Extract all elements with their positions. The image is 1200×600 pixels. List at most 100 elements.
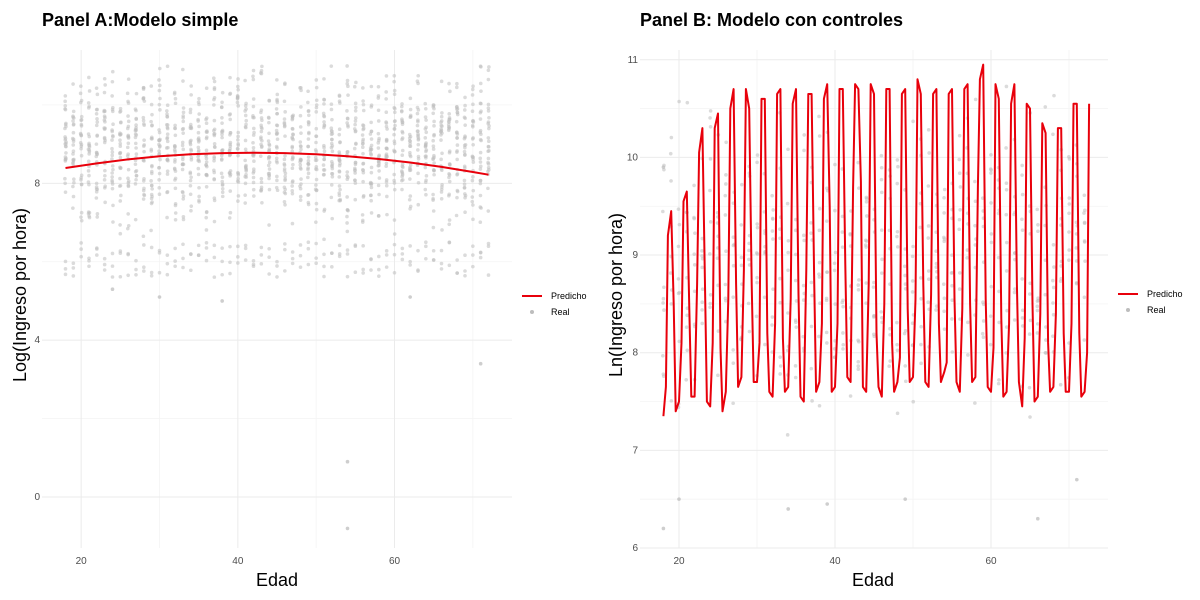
data-point [244, 125, 248, 130]
data-point [416, 248, 420, 253]
data-point [1043, 292, 1048, 297]
data-point [825, 186, 829, 191]
data-point [400, 171, 405, 176]
data-point [463, 95, 467, 100]
data-point [1067, 202, 1072, 206]
data-point [329, 145, 334, 150]
panel-b-x-tick: 60 [985, 556, 997, 567]
data-point [833, 302, 838, 306]
data-point [447, 175, 451, 180]
data-point [416, 154, 421, 159]
data-point [353, 270, 358, 274]
data-point [79, 254, 83, 259]
data-point [180, 140, 185, 145]
data-point [455, 85, 459, 90]
data-point [903, 364, 908, 368]
data-point [290, 145, 295, 150]
data-point [212, 79, 217, 84]
data-point [197, 186, 201, 190]
data-point [1027, 332, 1032, 336]
data-point [126, 152, 130, 156]
data-point [337, 184, 342, 188]
data-point [125, 91, 130, 96]
data-point [102, 135, 107, 140]
data-point [149, 196, 154, 201]
data-point [353, 197, 358, 202]
data-point [478, 178, 483, 183]
data-point [353, 178, 357, 183]
data-point [345, 248, 350, 252]
data-point [330, 171, 334, 176]
data-point [1036, 222, 1040, 227]
data-point [165, 136, 169, 141]
data-point [212, 118, 217, 123]
data-point [267, 131, 271, 136]
data-point [165, 172, 170, 176]
data-point [989, 153, 993, 157]
data-point [212, 97, 216, 102]
data-point [103, 168, 107, 173]
data-point [919, 342, 923, 347]
data-point [243, 165, 248, 170]
data-point [958, 208, 962, 212]
data-point [778, 355, 782, 359]
data-point [314, 98, 319, 103]
data-point [86, 159, 91, 164]
data-point [196, 148, 201, 153]
data-point [676, 207, 681, 211]
data-point [423, 106, 428, 111]
data-point [212, 128, 216, 133]
data-point [307, 131, 311, 136]
data-point [1051, 301, 1055, 305]
data-point [1044, 338, 1048, 342]
data-point [337, 169, 342, 173]
data-point [180, 143, 185, 148]
data-point [463, 193, 468, 198]
data-point [400, 164, 405, 169]
data-point [63, 190, 68, 194]
data-point [895, 245, 900, 249]
data-point [157, 102, 162, 107]
data-point [793, 318, 798, 323]
data-point [165, 169, 170, 173]
data-point [755, 275, 759, 280]
data-point [470, 109, 475, 114]
data-point [236, 244, 240, 249]
outlier-point [110, 287, 115, 291]
data-point [486, 136, 491, 140]
data-point [95, 107, 99, 112]
data-point [486, 145, 491, 149]
data-point [141, 115, 146, 120]
data-point [243, 138, 248, 143]
data-point [470, 155, 475, 159]
data-point [212, 158, 216, 163]
data-point [102, 186, 107, 190]
data-point [392, 141, 397, 146]
data-point [337, 193, 342, 198]
data-point [243, 193, 247, 197]
data-point [470, 199, 475, 204]
data-point [988, 342, 993, 347]
data-point [228, 130, 233, 135]
data-point [431, 196, 435, 201]
data-point [848, 394, 853, 398]
data-point [817, 228, 822, 233]
data-point [204, 116, 209, 120]
data-point [903, 329, 908, 333]
data-point [486, 244, 491, 249]
data-point [965, 256, 969, 260]
data-point [1004, 146, 1008, 150]
data-point [360, 133, 365, 137]
data-point [392, 88, 397, 93]
data-point [479, 89, 483, 93]
data-point [228, 142, 232, 147]
panel-b-y-tick: 10 [627, 152, 639, 163]
data-point [157, 130, 162, 135]
data-point [1082, 338, 1087, 342]
data-point [400, 174, 404, 179]
data-point [462, 108, 467, 112]
data-point [306, 155, 311, 159]
data-point [87, 182, 91, 187]
data-point [785, 201, 790, 206]
data-point [63, 267, 68, 271]
